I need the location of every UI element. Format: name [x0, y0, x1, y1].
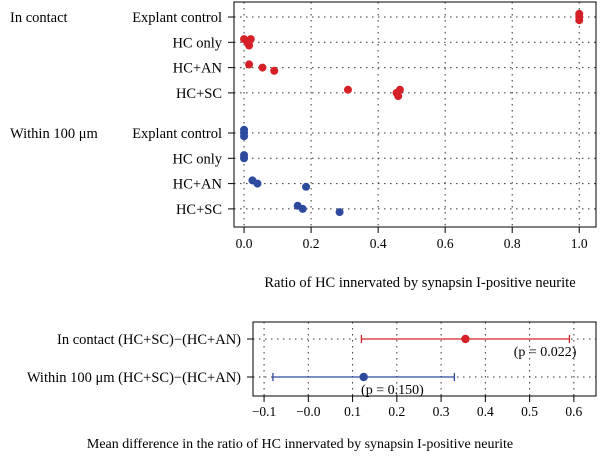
top-x-tick-label: 0.4: [370, 236, 387, 251]
group-labels: In contact Within 100 μm: [10, 10, 98, 142]
bottom-x-axis: −0.1 −0.0 0.1 0.2 0.3 0.4 0.5 0.6: [247, 338, 583, 419]
bottom-x-tick-label: 0.6: [565, 404, 582, 419]
comparison-labels: In contact (HC+SC)−(HC+AN) Within 100 μm …: [27, 332, 241, 386]
row-label-hc-only: HC only: [172, 151, 222, 167]
bottom-x-tick-label: 0.1: [344, 404, 361, 419]
top-x-tick-label: 0.2: [303, 236, 320, 251]
data-point: [246, 35, 255, 44]
data-point: [335, 208, 344, 217]
data-point: [245, 41, 254, 50]
top-x-axis-label: Ratio of HC innervated by synapsin I-pos…: [264, 275, 575, 291]
bottom-x-tick-label: −0.1: [252, 404, 277, 419]
mean-difference-point: [359, 372, 368, 382]
data-point: [302, 182, 311, 191]
row-label-hc-an: HC+AN: [173, 177, 223, 193]
bottom-x-tick-label: 0.4: [477, 404, 494, 419]
data-point: [240, 132, 249, 141]
row-label-explant-control: Explant control: [132, 10, 222, 26]
data-point: [575, 16, 584, 25]
group-label-in-contact: In contact: [10, 10, 68, 26]
top-grid: [234, 2, 596, 227]
bottom-grid: [253, 322, 596, 396]
innervation-ratio-panel: In contact Within 100 μm Explant control H…: [10, 1, 597, 291]
comparison-label-1: In contact (HC+SC)−(HC+AN): [57, 332, 241, 348]
mean-difference-point: [461, 334, 470, 344]
group-label-within-100-m: Within 100 μm: [10, 126, 98, 142]
top-plot-frame: [233, 1, 597, 228]
row-labels: Explant control HC only HC+AN HC+SC Explant …: [132, 10, 223, 218]
row-label-hc-sc: HC+SC: [176, 86, 222, 102]
bottom-x-tick-label: −0.0: [296, 404, 321, 419]
bottom-x-axis-label: Mean difference in the ratio of HC inner…: [87, 437, 513, 452]
bottom-x-tick-label: 0.2: [388, 404, 405, 419]
p-value-annotation: (p = 0.022): [514, 345, 577, 360]
data-point: [258, 63, 267, 72]
top-x-tick-label: 0.0: [236, 236, 253, 251]
row-label-hc-only: HC only: [172, 35, 222, 51]
mean-difference-panel: In contact (HC+SC)−(HC+AN) Within 100 μm …: [27, 321, 597, 452]
top-x-tick-label: 1.0: [571, 236, 588, 251]
data-point: [240, 154, 249, 163]
top-x-tick-label: 0.6: [437, 236, 454, 251]
data-point: [343, 85, 352, 94]
data-points: [240, 9, 584, 217]
top-x-tick-label: 0.8: [504, 236, 521, 251]
data-point: [298, 204, 307, 213]
bottom-x-tick-label: 0.5: [521, 404, 538, 419]
top-x-axis: 0.0 0.2 0.4 0.6 0.8 1.0: [228, 16, 588, 251]
data-point: [394, 92, 403, 101]
data-point: [253, 179, 262, 188]
difference-estimates: (p = 0.022) (p = 0.150): [272, 334, 577, 398]
data-point: [395, 85, 404, 94]
bottom-plot-frame: [252, 321, 597, 397]
data-point: [245, 60, 254, 69]
data-point: [270, 66, 279, 75]
comparison-label-2: Within 100 μm (HC+SC)−(HC+AN): [27, 370, 241, 386]
bottom-x-tick-label: 0.3: [433, 404, 450, 419]
p-value-annotation: (p = 0.150): [361, 383, 424, 398]
row-label-hc-sc: HC+SC: [176, 202, 222, 218]
row-label-hc-an: HC+AN: [173, 61, 223, 77]
row-label-explant-control: Explant control: [132, 126, 222, 142]
